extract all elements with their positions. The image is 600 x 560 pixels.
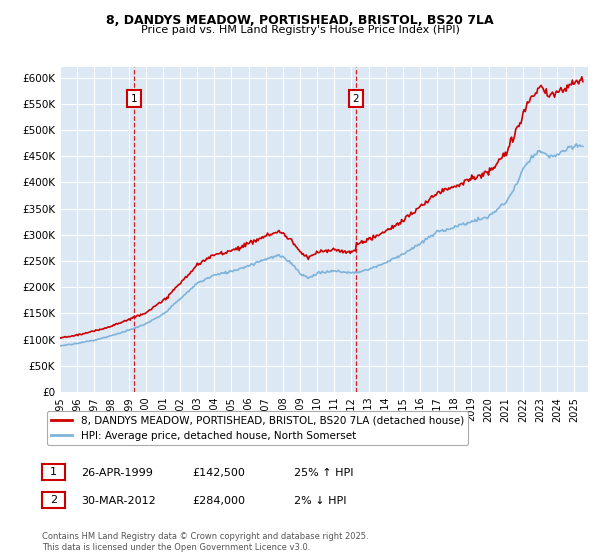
Text: 2% ↓ HPI: 2% ↓ HPI	[294, 496, 347, 506]
Text: 2: 2	[352, 94, 359, 104]
Text: £142,500: £142,500	[192, 468, 245, 478]
Text: Contains HM Land Registry data © Crown copyright and database right 2025.
This d: Contains HM Land Registry data © Crown c…	[42, 532, 368, 552]
Text: Price paid vs. HM Land Registry's House Price Index (HPI): Price paid vs. HM Land Registry's House …	[140, 25, 460, 35]
Text: 8, DANDYS MEADOW, PORTISHEAD, BRISTOL, BS20 7LA: 8, DANDYS MEADOW, PORTISHEAD, BRISTOL, B…	[106, 14, 494, 27]
Legend: 8, DANDYS MEADOW, PORTISHEAD, BRISTOL, BS20 7LA (detached house), HPI: Average p: 8, DANDYS MEADOW, PORTISHEAD, BRISTOL, B…	[47, 412, 468, 445]
Text: 30-MAR-2012: 30-MAR-2012	[81, 496, 156, 506]
Text: 25% ↑ HPI: 25% ↑ HPI	[294, 468, 353, 478]
Text: 1: 1	[131, 94, 137, 104]
Text: 26-APR-1999: 26-APR-1999	[81, 468, 153, 478]
Text: 2: 2	[50, 495, 57, 505]
Text: 1: 1	[50, 467, 57, 477]
Text: £284,000: £284,000	[192, 496, 245, 506]
